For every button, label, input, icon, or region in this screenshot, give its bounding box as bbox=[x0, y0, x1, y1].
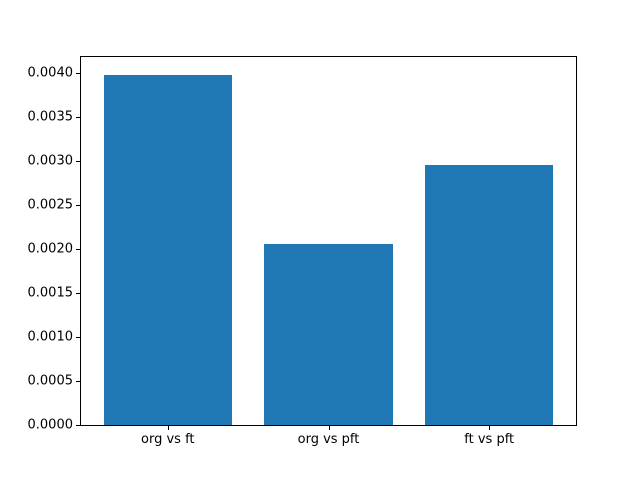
y-axis-tick bbox=[76, 425, 80, 426]
bar-org-vs-pft bbox=[264, 243, 393, 425]
y-tick-label: 0.0015 bbox=[27, 285, 74, 301]
y-tick-label: 0.0025 bbox=[27, 197, 74, 213]
y-tick-label: 0.0005 bbox=[27, 373, 74, 389]
y-axis-tick bbox=[76, 72, 80, 74]
y-tick-label: 0.0020 bbox=[27, 241, 74, 257]
bar-org-vs-ft bbox=[103, 74, 233, 425]
y-axis-tick bbox=[76, 336, 80, 338]
y-axis-tick bbox=[76, 248, 80, 250]
y-tick-label: 0.0035 bbox=[27, 109, 74, 125]
y-tick-label: 0.0030 bbox=[27, 153, 74, 169]
x-tick-label: org vs pft bbox=[297, 432, 360, 447]
y-tick-label: 0.0000 bbox=[27, 417, 74, 433]
x-axis-tick bbox=[328, 426, 330, 430]
y-axis-tick bbox=[76, 204, 80, 206]
y-tick-label: 0.0040 bbox=[27, 65, 74, 81]
y-axis-tick bbox=[76, 160, 80, 162]
y-axis-tick bbox=[76, 116, 80, 118]
bar-ft-vs-pft bbox=[424, 165, 554, 425]
y-tick-label: 0.0010 bbox=[27, 329, 74, 345]
plot-area: org vs ft org vs pft ft vs pft 0.0000 0.0005… bbox=[28, 56, 577, 446]
x-tick-label: ft vs pft bbox=[464, 432, 515, 447]
y-axis-tick bbox=[76, 380, 80, 382]
x-tick-label: org vs ft bbox=[141, 432, 195, 447]
x-axis-tick bbox=[489, 426, 491, 430]
x-axis-tick bbox=[167, 426, 169, 430]
y-axis-tick bbox=[76, 292, 80, 294]
